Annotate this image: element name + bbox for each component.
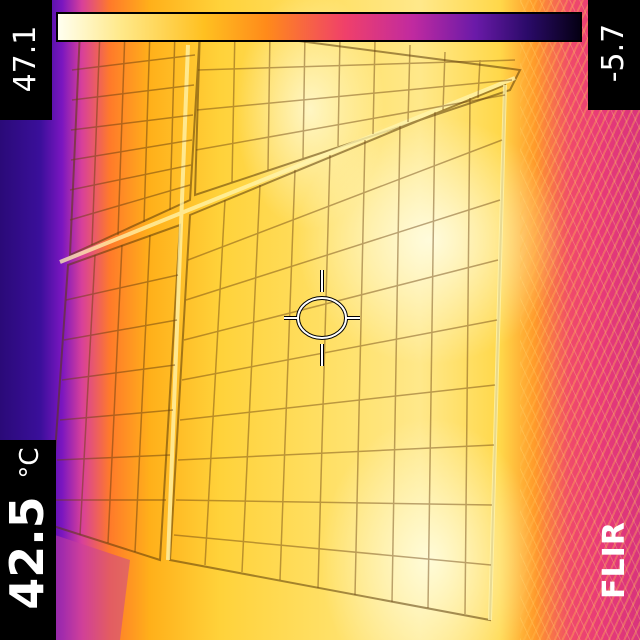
flir-logo: FLIR (597, 521, 632, 599)
max-temp-background (0, 0, 52, 120)
spot-crosshair-icon (284, 270, 360, 366)
scale-min-label: -5.7 (596, 23, 631, 83)
scale-max-label: 47.1 (8, 25, 43, 93)
temperature-palette-bar (56, 12, 582, 42)
spot-meter-value: 42.5 (0, 496, 54, 610)
spot-meter-background (0, 440, 56, 640)
spot-meter-unit: °C (15, 447, 45, 479)
min-temp-background (588, 0, 640, 110)
